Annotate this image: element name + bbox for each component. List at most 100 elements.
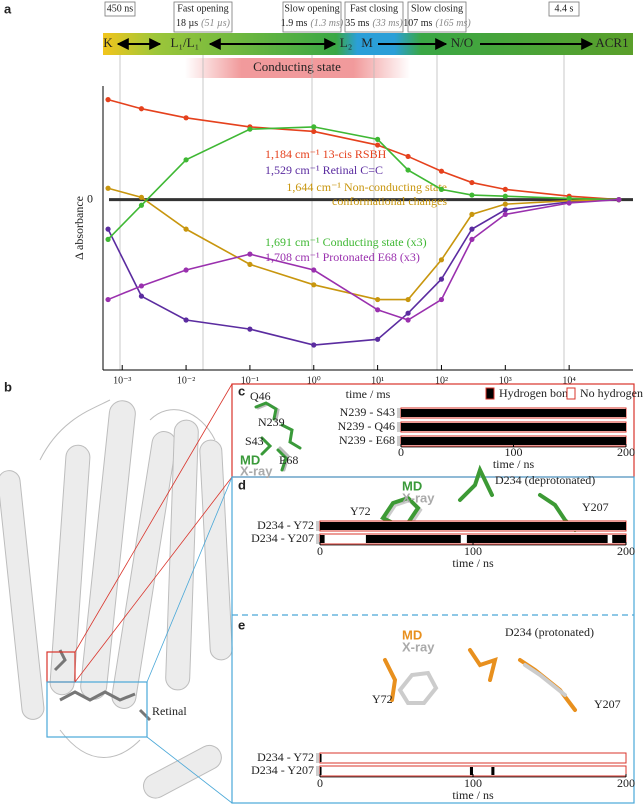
data-point — [183, 157, 189, 163]
data-point — [405, 167, 411, 173]
stage-label: M — [361, 35, 373, 50]
residue-label: S43 — [245, 434, 264, 448]
state-label: Conducting state — [253, 59, 341, 74]
x-tick-label: 10⁻³ — [113, 375, 131, 386]
legend-label: 1,529 cm⁻¹ Retinal C=C — [265, 163, 383, 177]
data-point — [311, 267, 317, 273]
data-point — [105, 226, 111, 232]
residue-label: D234 (deprotonated) — [495, 473, 595, 487]
data-point — [502, 186, 508, 192]
hbond-segment — [320, 535, 325, 543]
x-tick-label: 100 — [505, 445, 523, 459]
data-point — [438, 168, 445, 174]
stage-label: ACR1 — [595, 35, 628, 50]
row-stub — [397, 422, 401, 432]
hbond-segment — [401, 423, 626, 431]
x-tick-label: 10¹ — [371, 375, 384, 386]
transition-time: 18 µs (51 µs) — [176, 18, 231, 29]
transition-alt-time: (1.3 ms) — [310, 18, 343, 29]
data-point — [502, 207, 508, 213]
md-label: MD — [240, 452, 260, 467]
x-tick-label: 100 — [464, 776, 482, 790]
panel-label: b — [4, 379, 12, 394]
data-point — [469, 179, 475, 186]
transition-time: 4.4 s — [555, 3, 574, 14]
row-label: D234 - Y72 — [257, 518, 314, 532]
hbond-segment — [401, 409, 626, 417]
series-line — [107, 126, 619, 240]
legend-text: 1,644 cm⁻¹ Non-conducting state conforma… — [286, 180, 447, 208]
hbond-segment — [320, 522, 626, 530]
hbond-segment — [612, 535, 626, 543]
x-tick-label: 0 — [317, 544, 323, 558]
data-point — [247, 126, 253, 132]
data-point — [405, 317, 411, 323]
residue-label: Y207 — [594, 697, 621, 711]
series-line — [107, 198, 619, 321]
data-point — [105, 236, 111, 242]
data-point — [438, 296, 445, 303]
data-point — [566, 195, 572, 202]
x-tick-label: 200 — [617, 776, 635, 790]
data-point — [438, 276, 445, 282]
data-point — [438, 186, 445, 192]
zoom-lines — [74, 383, 233, 804]
transition-box — [104, 1, 136, 17]
x-tick-label: 0 — [398, 445, 404, 459]
data-point — [183, 317, 189, 323]
legend-label: 1,708 cm⁻¹ Protonated E68 (x3) — [265, 250, 420, 264]
data-point — [138, 194, 145, 200]
data-point — [375, 296, 381, 303]
molecule-c — [254, 401, 302, 472]
data-point — [247, 251, 253, 257]
x-axis-label: time / ms — [346, 387, 391, 401]
x-tick-label: 200 — [617, 445, 635, 459]
protein-cartoon — [0, 399, 233, 799]
row-background — [319, 752, 627, 764]
row-stub — [316, 766, 320, 776]
data-point — [183, 115, 189, 121]
panel-label: c — [238, 383, 245, 398]
data-point — [502, 193, 508, 199]
residue-label: Q46 — [250, 389, 271, 403]
hbond-segment — [491, 767, 495, 775]
retinal-label: Retinal — [152, 704, 187, 718]
legend-label: Hydrogen bond — [499, 386, 574, 400]
legend-label: No hydrogen bond — [580, 386, 643, 400]
data-point — [438, 257, 445, 263]
data-point — [469, 226, 475, 232]
series-line — [107, 198, 619, 346]
row-stub — [316, 753, 320, 763]
x-axis-label: time / ns — [493, 457, 535, 471]
row-stub — [397, 436, 401, 446]
stage-label: K — [103, 35, 113, 50]
data-point — [469, 236, 475, 242]
transition-time: 450 ns — [107, 3, 134, 14]
transition-name: Slow opening — [284, 3, 339, 14]
panel-label: e — [238, 617, 245, 632]
data-point — [375, 307, 381, 313]
hbond-segment — [401, 437, 626, 445]
data-point — [138, 106, 145, 112]
transition-time: 35 ms (33 ms) — [345, 18, 403, 29]
transition-alt-time: (33 ms) — [372, 18, 403, 29]
transition-time: 1.9 ms — [281, 18, 308, 29]
y-tick-label: 0 — [87, 191, 93, 205]
transition-name: Fast opening — [177, 3, 228, 14]
row-stub — [397, 408, 401, 418]
x-tick-label: 10³ — [499, 375, 512, 386]
transition-alt-time: (51 µs) — [201, 18, 230, 29]
legend-label: 1,644 cm⁻¹ Non-conducting state conforma… — [286, 180, 447, 208]
data-point — [375, 336, 381, 342]
xray-label: X-ray — [402, 639, 435, 654]
data-point — [105, 97, 111, 103]
transition-name: Slow closing — [411, 3, 463, 14]
zoom-box-blue — [46, 681, 148, 738]
row-label: N239 - S43 — [340, 405, 395, 419]
transition-box — [548, 1, 580, 17]
stage-label: L₁/L₁' — [171, 35, 202, 50]
data-point — [405, 153, 411, 160]
data-point — [502, 201, 508, 207]
conducting-band — [185, 58, 410, 78]
